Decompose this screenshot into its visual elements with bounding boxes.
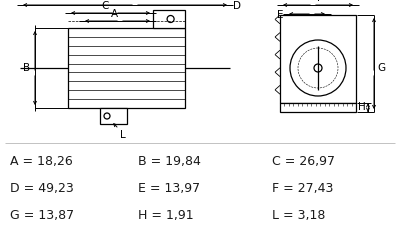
Text: D: D <box>233 1 241 11</box>
Text: B = 19,84: B = 19,84 <box>138 155 201 168</box>
Text: C = 26,97: C = 26,97 <box>272 155 335 168</box>
Bar <box>68 28 185 108</box>
Text: H = 1,91: H = 1,91 <box>138 209 194 222</box>
Text: G: G <box>377 63 385 73</box>
Text: G = 13,87: G = 13,87 <box>10 209 74 222</box>
Text: A = 18,26: A = 18,26 <box>10 155 73 168</box>
Bar <box>280 103 356 112</box>
Text: C: C <box>101 1 109 11</box>
Bar <box>280 15 356 103</box>
Text: F = 27,43: F = 27,43 <box>272 182 333 195</box>
Text: H: H <box>358 102 366 112</box>
Text: B: B <box>23 63 30 73</box>
Text: F: F <box>317 0 323 3</box>
Text: D = 49,23: D = 49,23 <box>10 182 74 195</box>
Bar <box>100 108 127 124</box>
Bar <box>153 10 185 28</box>
Text: E: E <box>276 10 283 20</box>
Text: E = 13,97: E = 13,97 <box>138 182 200 195</box>
Text: A: A <box>110 9 118 19</box>
Text: L = 3,18: L = 3,18 <box>272 209 325 222</box>
Text: L: L <box>120 130 126 140</box>
